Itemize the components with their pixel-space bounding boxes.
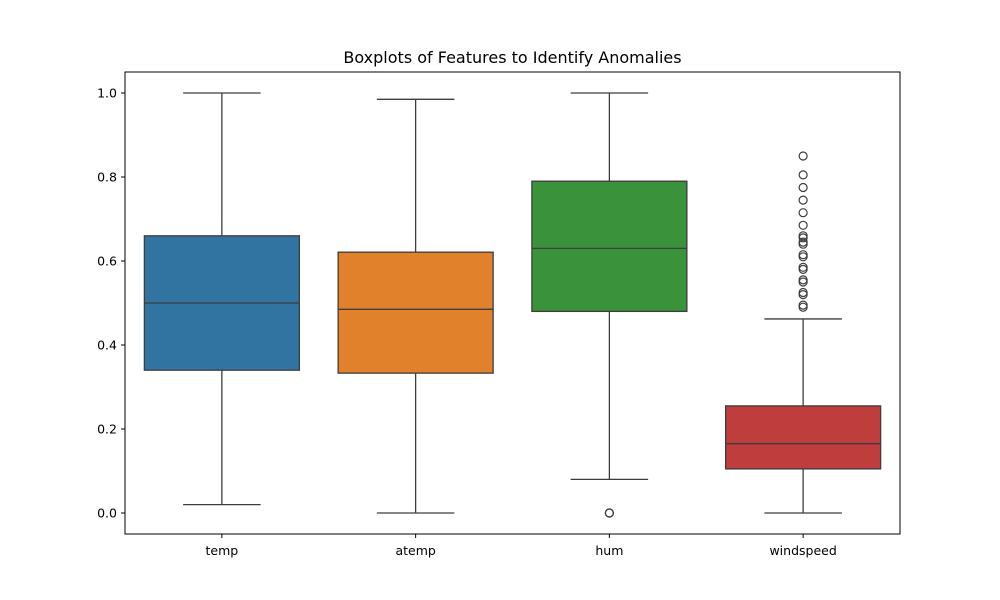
windspeed-outlier-point: [798, 195, 808, 205]
hum-box: [531, 180, 688, 313]
x-tick-label-temp: temp: [206, 543, 239, 558]
x-tick-label-atemp: atemp: [395, 543, 435, 558]
windspeed-outlier-point: [798, 208, 808, 218]
windspeed-outlier-point: [798, 250, 808, 260]
windspeed-outlier-point: [798, 170, 808, 180]
hum-outlier-point: [604, 508, 614, 518]
y-tick-label: 0.8: [97, 170, 117, 185]
windspeed-outlier-point: [798, 151, 808, 161]
windspeed-outlier-point: [798, 220, 808, 230]
y-tick-label: 1.0: [97, 86, 117, 101]
windspeed-outlier-point: [798, 182, 808, 193]
windspeed-outlier-point: [798, 237, 808, 247]
x-tick-label-windspeed: windspeed: [769, 543, 836, 558]
plot-area: 0.0 0.2 0.4 0.6 0.8 1.0 temp atemp hum windspeed: [97, 71, 901, 558]
windspeed-outlier-point: [798, 275, 808, 285]
windspeed-outlier-point: [798, 287, 808, 298]
y-tick-label: 0.6: [97, 254, 117, 269]
y-tick-label: 0.0: [97, 506, 117, 521]
atemp-box: [337, 251, 494, 374]
axes-frame: [124, 71, 901, 535]
windspeed-box: [724, 405, 882, 470]
y-tick-label: 0.2: [97, 422, 117, 437]
x-tick-label-hum: hum: [595, 543, 623, 558]
windspeed-outlier-point: [798, 300, 808, 310]
windspeed-outlier-point: [798, 262, 808, 272]
y-tick-label: 0.4: [97, 338, 117, 353]
chart-title: Boxplots of Features to Identify Anomali…: [343, 48, 681, 67]
windspeed-outlier-point: [798, 231, 808, 241]
